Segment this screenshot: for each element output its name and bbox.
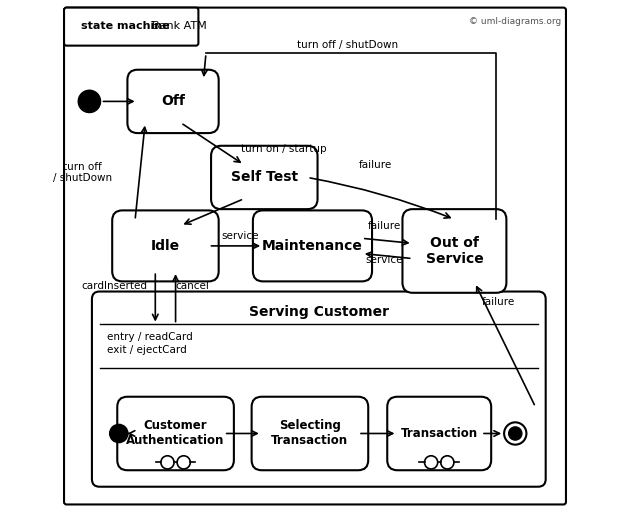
Text: Customer
Authentication: Customer Authentication xyxy=(127,419,225,448)
Circle shape xyxy=(504,422,527,445)
Text: cancel: cancel xyxy=(175,281,209,292)
FancyBboxPatch shape xyxy=(127,70,219,133)
FancyBboxPatch shape xyxy=(117,396,234,470)
Text: failure: failure xyxy=(359,160,392,170)
Text: turn on / startup: turn on / startup xyxy=(241,144,327,154)
FancyBboxPatch shape xyxy=(387,396,491,470)
Text: service: service xyxy=(365,255,403,265)
Text: Maintenance: Maintenance xyxy=(262,239,363,253)
FancyBboxPatch shape xyxy=(403,209,507,293)
FancyBboxPatch shape xyxy=(64,8,198,46)
Text: Transaction: Transaction xyxy=(401,427,478,440)
FancyBboxPatch shape xyxy=(211,146,318,209)
Circle shape xyxy=(78,90,101,113)
Text: Off: Off xyxy=(161,94,185,108)
Circle shape xyxy=(508,427,522,440)
FancyBboxPatch shape xyxy=(92,292,546,487)
Text: Self Test: Self Test xyxy=(231,170,298,185)
FancyBboxPatch shape xyxy=(112,210,219,281)
Text: failure: failure xyxy=(367,221,401,231)
Text: Selecting
Transaction: Selecting Transaction xyxy=(272,419,348,448)
Text: failure: failure xyxy=(482,297,515,307)
Text: Out of
Service: Out of Service xyxy=(425,236,483,266)
FancyBboxPatch shape xyxy=(251,396,368,470)
Circle shape xyxy=(110,424,128,443)
FancyBboxPatch shape xyxy=(64,8,566,504)
Text: state machine: state machine xyxy=(81,21,169,31)
Text: cardInserted: cardInserted xyxy=(82,281,147,292)
Text: service: service xyxy=(221,231,259,241)
Text: turn off / shutDown: turn off / shutDown xyxy=(297,40,399,50)
Text: Bank ATM: Bank ATM xyxy=(152,21,207,31)
Text: Idle: Idle xyxy=(151,239,180,253)
Text: entry / readCard
exit / ejectCard: entry / readCard exit / ejectCard xyxy=(107,332,193,355)
Text: Serving Customer: Serving Customer xyxy=(249,305,389,319)
Text: turn off
/ shutDown: turn off / shutDown xyxy=(53,162,112,183)
Text: © uml-diagrams.org: © uml-diagrams.org xyxy=(469,17,561,26)
FancyBboxPatch shape xyxy=(253,210,372,281)
